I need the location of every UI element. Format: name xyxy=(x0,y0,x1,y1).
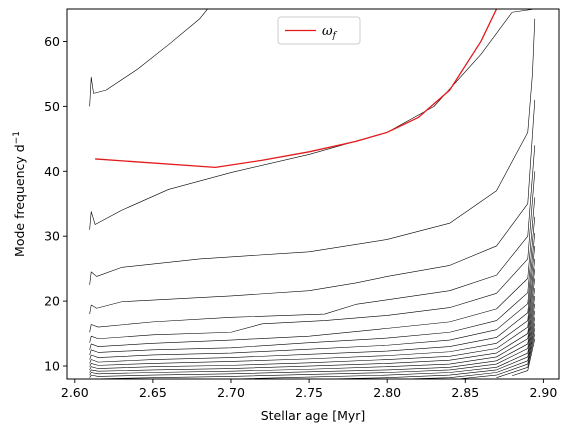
y-tick-label: 20 xyxy=(44,294,60,309)
series-line-mode-7 xyxy=(90,197,535,350)
x-tick-label: 2.75 xyxy=(295,385,323,400)
series-layer xyxy=(90,9,535,379)
series-line-mode-15 xyxy=(90,296,535,378)
x-tick-label: 2.65 xyxy=(139,385,167,400)
series-line-mode-1 xyxy=(90,9,208,106)
x-tick-label: 2.85 xyxy=(451,385,479,400)
series-line-mode-4 xyxy=(90,100,535,314)
y-tick-label: 10 xyxy=(44,359,60,374)
y-tick-label: 30 xyxy=(44,229,60,244)
series-line-mode-11 xyxy=(90,259,535,367)
legend-label-main: ω xyxy=(322,24,333,39)
x-tick-label: 2.70 xyxy=(217,385,245,400)
y-tick-label: 40 xyxy=(44,164,60,179)
y-tick-label: 60 xyxy=(44,34,60,49)
x-tick-label: 2.80 xyxy=(373,385,401,400)
x-axis-title: Stellar age [Myr] xyxy=(261,408,366,423)
legend: ωf xyxy=(278,17,360,44)
series-line-mode-3 xyxy=(90,19,535,285)
series-line-mode-16 xyxy=(90,304,535,379)
y-axis-title: Mode frequency d−1 xyxy=(12,131,27,257)
y-axis-title-main: Mode frequency d xyxy=(12,144,27,257)
series-line-mode-8 xyxy=(90,217,535,355)
series-line-mode-9 xyxy=(90,233,535,360)
series-line-mode-13 xyxy=(90,278,535,372)
series-line-mode-14 xyxy=(90,288,535,375)
x-axis: 2.60 2.65 2.70 2.75 2.80 2.85 2.90 xyxy=(61,379,557,400)
series-line-mode-5 xyxy=(90,145,535,332)
x-tick-label: 2.90 xyxy=(529,385,557,400)
y-axis: 10 20 30 40 50 60 xyxy=(44,34,67,374)
y-axis-title-superscript: −1 xyxy=(12,131,22,144)
y-tick-label: 50 xyxy=(44,99,60,114)
x-tick-label: 2.60 xyxy=(61,385,89,400)
